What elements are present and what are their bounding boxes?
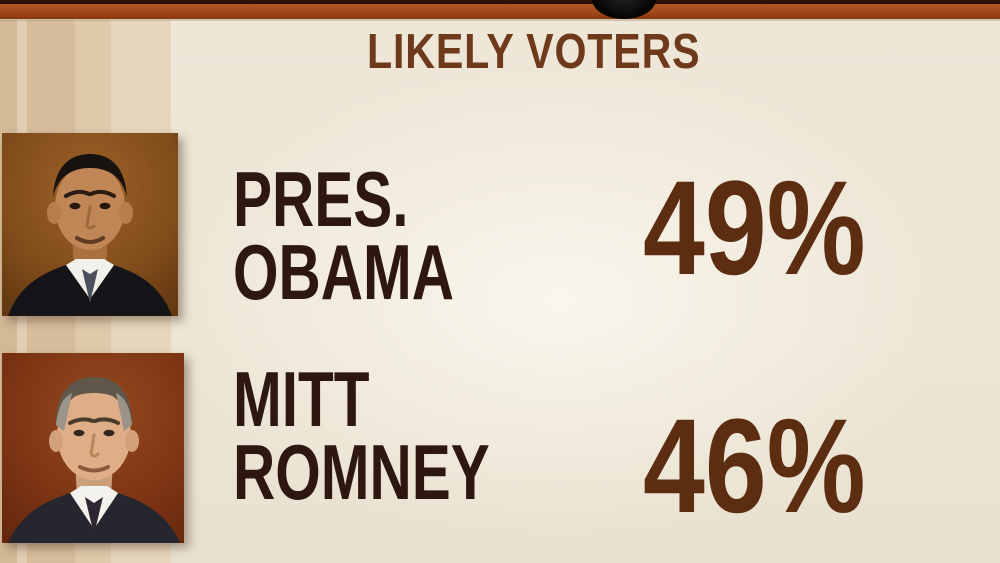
obama-portrait-illustration [2, 133, 178, 316]
page-title: LIKELY VOTERS [367, 25, 701, 79]
candidate-name-line1: MITT [233, 355, 370, 443]
candidate-name-romney: MITT ROMNEY [233, 355, 490, 516]
poll-value-romney: 46% [643, 392, 866, 541]
romney-portrait [2, 353, 184, 543]
top-bar-dark-line [0, 0, 1000, 4]
candidate-name-line2: OBAMA [233, 228, 454, 316]
top-bar-shadow [0, 19, 1000, 21]
candidate-name-line2: ROMNEY [233, 428, 490, 516]
poll-value-obama: 49% [643, 154, 866, 303]
obama-portrait [2, 133, 178, 316]
romney-portrait-illustration [2, 353, 184, 543]
black-ellipse-ornament-icon [592, 0, 656, 19]
top-bar-orange-stripe [0, 4, 1000, 19]
candidate-name-line1: PRES. [233, 155, 409, 243]
top-bar [0, 0, 1000, 21]
candidate-name-obama: PRES. OBAMA [233, 155, 454, 316]
